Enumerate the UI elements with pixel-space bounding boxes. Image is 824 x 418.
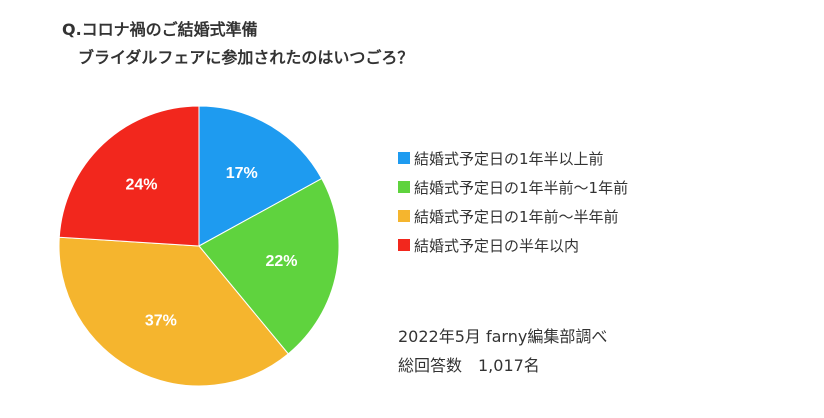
pie-slice-label-4: 24% [125, 176, 157, 193]
chart-legend: 結婚式予定日の1年半以上前 結婚式予定日の1年半前〜1年前 結婚式予定日の1年前… [398, 147, 628, 263]
legend-item-1: 結婚式予定日の1年半以上前 [398, 147, 628, 169]
pie-slice-label-2: 22% [265, 253, 297, 270]
pie-slice-1 [198, 105, 323, 247]
legend-item-2: 結婚式予定日の1年半前〜1年前 [398, 176, 628, 198]
title-subquestion: ブライダルフェアに参加されたのはいつごろ？ [78, 48, 414, 67]
legend-label-1: 結婚式予定日の1年半以上前 [414, 149, 604, 168]
pie-slice-3 [58, 236, 289, 387]
legend-swatch-4 [398, 239, 410, 251]
pie-slice-label-3: 37% [145, 312, 177, 329]
chart-title: Q.コロナ禍のご結婚式準備 ブライダルフェアに参加されたのはいつごろ？ [62, 16, 413, 72]
legend-swatch-1 [398, 152, 410, 164]
legend-swatch-3 [398, 210, 410, 222]
pie-slice-4 [58, 105, 200, 247]
legend-item-4: 結婚式予定日の半年以内 [398, 234, 628, 256]
pie-slices [58, 105, 340, 387]
legend-label-2: 結婚式予定日の1年半前〜1年前 [414, 178, 629, 197]
response-count: 総回答数 1,017名 [398, 356, 540, 375]
legend-label-3: 結婚式予定日の1年前〜半年前 [414, 207, 619, 226]
survey-source: 2022年5月 farny編集部調べ [398, 327, 608, 346]
legend-label-4: 結婚式予定日の半年以内 [414, 236, 580, 255]
legend-item-3: 結婚式予定日の1年前〜半年前 [398, 205, 628, 227]
pie-slice-label-1: 17% [226, 165, 258, 182]
pie-labels: 17% 22% 37% 24% [125, 165, 297, 329]
source-note: 2022年5月 farny編集部調べ 総回答数 1,017名 [398, 322, 607, 380]
legend-swatch-2 [398, 181, 410, 193]
title-question: Q.コロナ禍のご結婚式準備 [62, 20, 258, 39]
pie-slice-2 [198, 177, 340, 355]
